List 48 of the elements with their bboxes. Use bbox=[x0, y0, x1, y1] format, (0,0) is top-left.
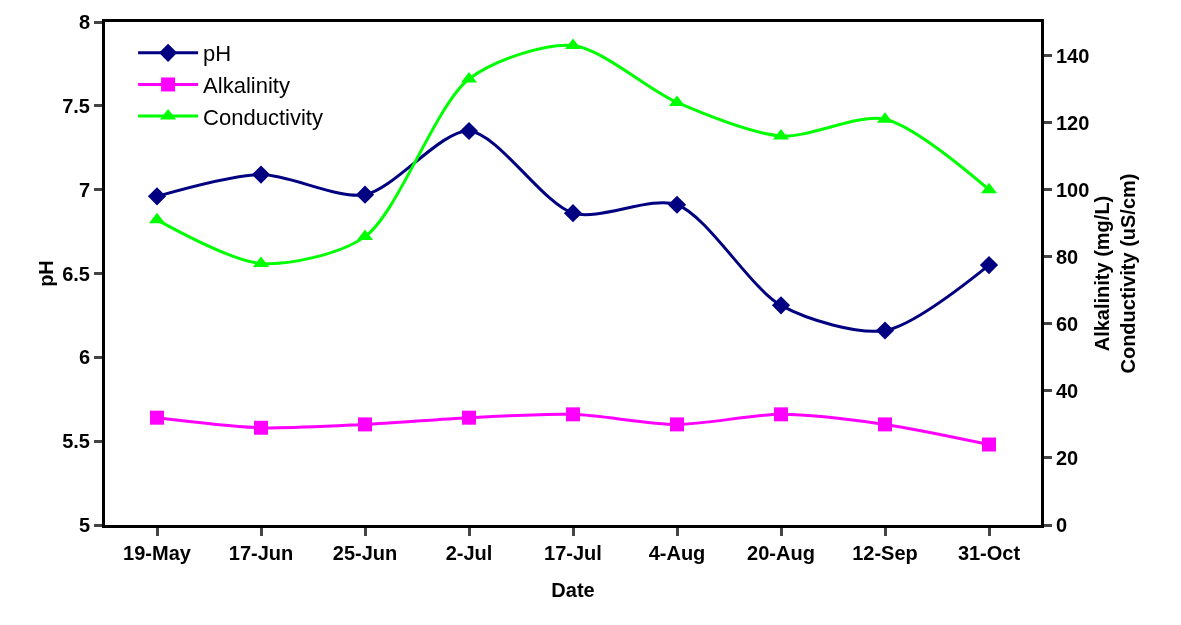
point bbox=[979, 256, 999, 275]
point bbox=[563, 204, 583, 223]
x-tick-label: 19-May bbox=[123, 542, 192, 564]
point bbox=[462, 410, 476, 425]
legend-label: Conductivity bbox=[203, 104, 323, 130]
point bbox=[566, 407, 580, 422]
y-tick-label: 7 bbox=[78, 178, 90, 201]
y-tick-label: 7.5 bbox=[62, 94, 90, 117]
point bbox=[982, 437, 996, 452]
y2-tick-label: 40 bbox=[1056, 379, 1079, 402]
y-tick-label: 5.5 bbox=[62, 430, 90, 453]
x-tick-label: 17-Jul bbox=[544, 542, 602, 564]
y-tick-label: 8 bbox=[78, 11, 90, 33]
point bbox=[670, 417, 684, 432]
point bbox=[875, 321, 895, 340]
point bbox=[147, 187, 167, 206]
point bbox=[150, 410, 164, 425]
point bbox=[878, 417, 892, 432]
x-tick-label: 12-Sep bbox=[852, 542, 918, 564]
point bbox=[774, 407, 788, 422]
y-axis-title: pH bbox=[35, 260, 57, 287]
x-tick-label: 17-Jun bbox=[228, 542, 294, 564]
y-tick-label: 5 bbox=[78, 514, 90, 536]
point bbox=[358, 417, 372, 432]
legend-label: Alkalinity bbox=[203, 73, 290, 99]
y2-tick-label: 60 bbox=[1056, 312, 1079, 335]
legend-label: pH bbox=[203, 41, 232, 67]
x-tick-label: 20-Aug bbox=[747, 542, 815, 564]
point bbox=[355, 185, 375, 204]
y-tick-label: 6.5 bbox=[62, 262, 90, 285]
y2-tick-label: 100 bbox=[1056, 178, 1090, 201]
y2-tick-label: 120 bbox=[1056, 111, 1090, 134]
y2-axis-title: Alkalinity (mg/L) Conductivity (uS/cm) bbox=[1091, 173, 1140, 374]
x-axis-title: Date bbox=[551, 578, 595, 601]
y2-tick-label: 20 bbox=[1056, 446, 1079, 469]
point bbox=[771, 296, 791, 315]
point bbox=[251, 165, 271, 184]
point bbox=[667, 195, 687, 214]
y-tick-label: 6 bbox=[78, 346, 90, 369]
x-tick-label: 4-Aug bbox=[648, 542, 706, 564]
y2-tick-label: 0 bbox=[1056, 514, 1068, 536]
y2-tick-label: 140 bbox=[1056, 44, 1090, 67]
x-tick-label: 2-Jul bbox=[445, 542, 493, 564]
point bbox=[459, 121, 479, 141]
x-tick-label: 31-Oct bbox=[957, 542, 1021, 564]
y2-tick-label: 80 bbox=[1056, 245, 1079, 268]
point bbox=[254, 420, 268, 435]
x-tick-label: 25-Jun bbox=[332, 542, 398, 564]
